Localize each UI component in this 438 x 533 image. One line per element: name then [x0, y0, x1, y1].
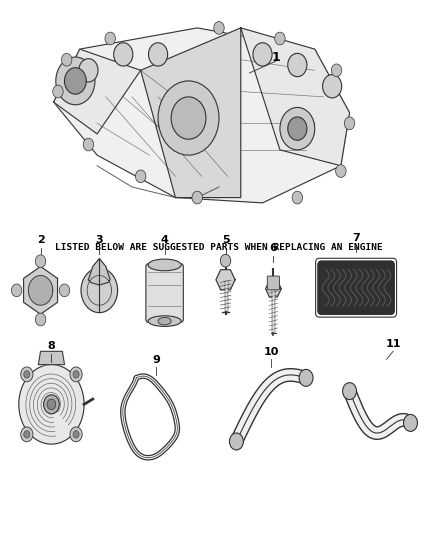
FancyBboxPatch shape: [146, 264, 184, 322]
Circle shape: [24, 431, 30, 438]
Text: 1: 1: [271, 51, 280, 63]
Circle shape: [171, 97, 206, 139]
Circle shape: [35, 255, 46, 268]
Circle shape: [24, 370, 30, 378]
Ellipse shape: [148, 259, 181, 271]
Circle shape: [280, 108, 315, 150]
Text: 6: 6: [269, 243, 277, 253]
Polygon shape: [88, 259, 110, 285]
Polygon shape: [216, 270, 235, 290]
Circle shape: [73, 370, 79, 378]
Circle shape: [61, 53, 72, 66]
Circle shape: [114, 43, 133, 66]
Circle shape: [135, 170, 146, 183]
Circle shape: [53, 85, 63, 98]
Text: 8: 8: [48, 341, 55, 351]
Circle shape: [56, 57, 95, 105]
Circle shape: [73, 431, 79, 438]
Circle shape: [253, 43, 272, 66]
FancyBboxPatch shape: [318, 261, 394, 314]
Text: 9: 9: [152, 354, 160, 365]
Text: 7: 7: [352, 232, 360, 243]
Circle shape: [21, 367, 33, 382]
Circle shape: [336, 165, 346, 177]
Text: 3: 3: [95, 235, 103, 245]
FancyBboxPatch shape: [267, 276, 279, 290]
Circle shape: [47, 399, 56, 410]
Polygon shape: [28, 276, 53, 305]
Polygon shape: [24, 266, 57, 314]
Circle shape: [230, 433, 244, 450]
Text: 5: 5: [222, 235, 230, 245]
Text: 4: 4: [161, 235, 169, 245]
Text: 2: 2: [37, 235, 44, 245]
Circle shape: [158, 81, 219, 155]
Circle shape: [344, 117, 355, 130]
Circle shape: [83, 138, 94, 151]
Circle shape: [275, 32, 285, 45]
Polygon shape: [81, 268, 117, 313]
Circle shape: [35, 313, 46, 326]
Circle shape: [331, 64, 342, 77]
Circle shape: [148, 43, 168, 66]
Ellipse shape: [158, 317, 171, 325]
Text: 11: 11: [385, 338, 401, 349]
Circle shape: [11, 284, 22, 297]
Polygon shape: [53, 49, 141, 134]
Polygon shape: [241, 28, 350, 166]
Circle shape: [288, 53, 307, 77]
Ellipse shape: [148, 316, 181, 326]
Polygon shape: [141, 28, 241, 198]
Polygon shape: [265, 280, 281, 297]
Circle shape: [21, 427, 33, 442]
Circle shape: [299, 369, 313, 386]
Circle shape: [292, 191, 303, 204]
Circle shape: [322, 75, 342, 98]
Circle shape: [192, 191, 202, 204]
Text: LISTED BELOW ARE SUGGESTED PARTS WHEN REPLACING AN ENGINE: LISTED BELOW ARE SUGGESTED PARTS WHEN RE…: [55, 244, 383, 253]
Polygon shape: [39, 351, 64, 365]
Circle shape: [288, 117, 307, 140]
Circle shape: [70, 367, 82, 382]
Circle shape: [59, 284, 70, 297]
Circle shape: [403, 415, 417, 431]
Polygon shape: [19, 365, 84, 444]
Circle shape: [79, 59, 98, 82]
Circle shape: [214, 21, 224, 34]
Text: 10: 10: [264, 346, 279, 357]
Circle shape: [64, 68, 86, 94]
Circle shape: [220, 254, 231, 267]
Polygon shape: [53, 28, 350, 203]
Circle shape: [105, 32, 116, 45]
Circle shape: [44, 395, 59, 414]
Circle shape: [70, 427, 82, 442]
Circle shape: [343, 383, 357, 400]
